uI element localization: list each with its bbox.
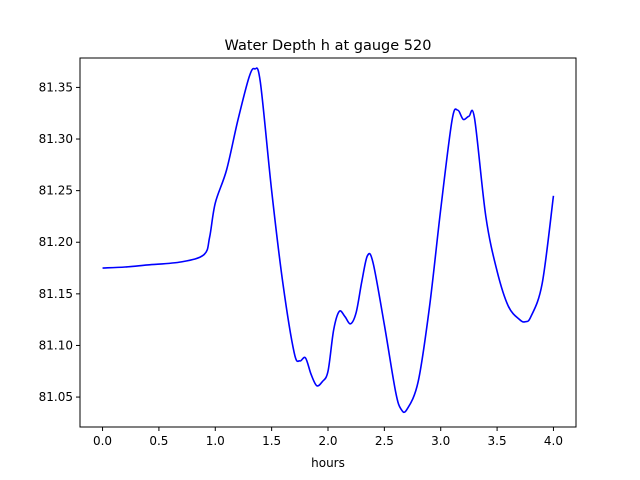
y-tick-label: 81.10 [39, 338, 73, 352]
y-tick-label: 81.05 [39, 390, 73, 404]
x-tick-label: 3.5 [488, 434, 507, 448]
axes-frame [79, 57, 577, 428]
y-tick-label: 81.25 [39, 184, 73, 198]
x-tick-label: 2.0 [318, 434, 337, 448]
x-tick-label: 1.0 [206, 434, 225, 448]
x-axis-ticks: 0.0 0.5 1.0 1.5 2.0 2.5 3.0 3.5 4.0 [93, 427, 563, 448]
series-line [102, 67, 555, 414]
x-tick-label: 0.0 [93, 434, 112, 448]
y-tick-label: 81.15 [39, 287, 73, 301]
x-tick-label: 0.5 [149, 434, 168, 448]
y-tick-label: 81.35 [39, 80, 73, 94]
chart-title: Water Depth h at gauge 520 [225, 38, 432, 54]
x-tick-label: 3.0 [431, 434, 450, 448]
x-axis-label: hours [311, 456, 345, 470]
x-tick-label: 4.0 [544, 434, 563, 448]
x-tick-label: 1.5 [262, 434, 281, 448]
y-axis-ticks: 81.05 81.10 81.15 81.20 81.25 81.30 81.35 [39, 80, 80, 404]
y-tick-label: 81.20 [39, 235, 73, 249]
y-tick-label: 81.30 [39, 132, 73, 146]
x-tick-label: 2.5 [375, 434, 394, 448]
plot-area [102, 67, 555, 414]
